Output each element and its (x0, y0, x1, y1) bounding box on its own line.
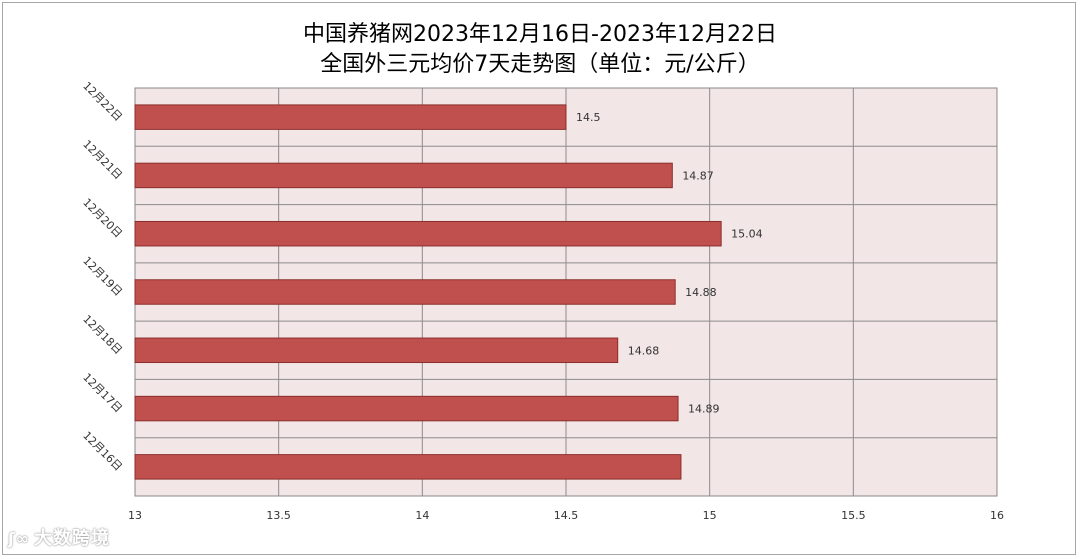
watermark-text: 大数跨境 (33, 528, 110, 549)
x-tick-label: 14.5 (554, 509, 579, 522)
x-tick-label: 15.5 (841, 509, 866, 522)
x-tick-label: 13.5 (266, 509, 291, 522)
bar-value-label: 14.87 (682, 169, 714, 182)
category-label: 12月17日 (80, 371, 125, 416)
category-label: 12月21日 (80, 138, 125, 183)
bar (134, 279, 676, 305)
watermark: ʃ∞ 大数跨境 (8, 524, 110, 550)
bar-value-label: 15.04 (731, 228, 763, 241)
category-label: 12月18日 (80, 312, 125, 357)
bar (134, 337, 619, 364)
category-label: 12月20日 (80, 196, 125, 241)
bar (134, 104, 567, 130)
bar-value-label: 14.68 (628, 344, 660, 357)
bar (134, 220, 722, 247)
bar (134, 395, 679, 422)
chart-title: 中国养猪网2023年12月16日-2023年12月22日 (303, 22, 777, 47)
category-label: 12月19日 (80, 254, 125, 299)
watermark-logo-icon: ʃ∞ (8, 529, 30, 548)
category-label: 12月22日 (80, 79, 125, 124)
bar-value-label: 14.89 (688, 403, 720, 416)
category-label: 12月16日 (80, 429, 125, 474)
x-tick-label: 15 (703, 509, 717, 522)
x-tick-label: 13 (128, 509, 142, 522)
x-tick-label: 16 (990, 509, 1004, 522)
bar-value-label: 14.5 (576, 111, 601, 124)
chart-subtitle: 全国外三元均价7天走势图（单位：元/公斤） (320, 52, 760, 77)
bar (134, 454, 682, 480)
bar (134, 162, 673, 189)
bar-value-label: 14.88 (685, 286, 717, 299)
x-tick-label: 14 (415, 509, 429, 522)
